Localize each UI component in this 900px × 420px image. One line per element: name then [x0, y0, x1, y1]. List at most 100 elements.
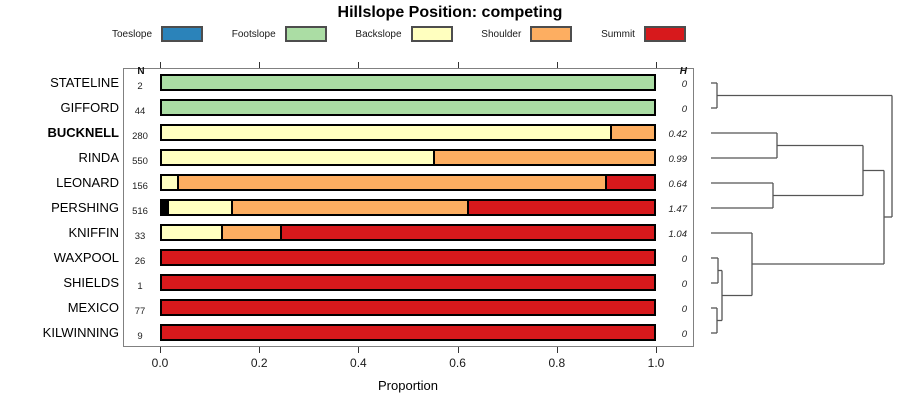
axis-tick-bottom — [457, 347, 459, 353]
legend-color-swatch — [530, 26, 573, 42]
stacked-bar — [160, 149, 656, 166]
axis-tick-bottom — [656, 347, 657, 353]
bar-segment-summit — [162, 276, 654, 289]
row-h-value: 0.99 — [668, 154, 688, 165]
row-label: MEXICO — [67, 300, 119, 315]
axis-tick-top — [358, 62, 360, 68]
legend-item-label: Shoulder — [481, 28, 522, 40]
stacked-bar — [160, 74, 656, 91]
row-label: SHIELDS — [63, 275, 119, 290]
stacked-bar — [160, 124, 656, 141]
row-n-value: 516 — [132, 206, 148, 217]
stacked-bar — [160, 299, 656, 316]
chart-title: Hillslope Position: competing — [337, 4, 563, 21]
row-n-value: 2 — [137, 81, 143, 92]
chart-legend: Toeslope Footslope Backslope Shoulder Summit — [112, 26, 686, 42]
row-h-value: 0 — [681, 254, 687, 265]
bar-segment-footslope — [162, 201, 167, 214]
axis-tick-bottom — [160, 347, 161, 353]
bar-segment-shoulder — [432, 151, 654, 164]
h-column-header: H — [679, 66, 687, 77]
stacked-bar — [160, 224, 656, 241]
row-h-value: 0 — [681, 104, 687, 115]
bar-segment-summit — [467, 201, 654, 214]
legend-item: Shoulder — [481, 26, 573, 42]
n-column-header: N — [137, 66, 145, 77]
axis-tick-bottom — [556, 347, 558, 353]
row-h-value: 0 — [681, 304, 687, 315]
legend-color-swatch — [410, 26, 453, 42]
bar-segment-summit — [280, 226, 654, 239]
row-label: BUCKNELL — [47, 125, 120, 140]
bar-segment-shoulder — [230, 201, 468, 214]
stacked-bar — [160, 324, 656, 341]
legend-item-label: Summit — [601, 28, 635, 40]
bar-segment-backslope — [162, 176, 177, 189]
bar-segment-summit — [604, 176, 654, 189]
bar-segment-summit — [162, 251, 654, 264]
legend-color-swatch — [643, 26, 686, 42]
row-label: PERSHING — [51, 200, 119, 215]
bar-segment-summit — [162, 301, 654, 314]
row-label: KILWINNING — [42, 325, 119, 340]
axis-tick-top — [556, 62, 558, 68]
row-label: WAXPOOL — [53, 250, 119, 265]
row-label: RINDA — [78, 150, 119, 165]
row-n-value: 9 — [137, 331, 143, 342]
row-h-value: 0 — [681, 279, 687, 290]
bar-segment-footslope — [162, 101, 654, 114]
legend-item-label: Footslope — [231, 28, 276, 40]
plot-area-border — [123, 68, 694, 347]
row-h-value: 0.64 — [668, 179, 688, 190]
legend-color-swatch — [284, 26, 327, 42]
row-label: GIFFORD — [60, 100, 120, 115]
axis-tick-label: 0.0 — [151, 356, 169, 370]
row-n-value: 26 — [134, 256, 146, 267]
row-label: LEONARD — [56, 175, 119, 190]
row-n-value: 44 — [134, 106, 146, 117]
row-h-value: 0.42 — [668, 129, 688, 140]
row-label: STATELINE — [50, 75, 119, 90]
bar-segment-backslope — [166, 201, 231, 214]
row-h-value: 1.04 — [668, 229, 688, 240]
axis-tick-top — [259, 62, 261, 68]
row-n-value: 280 — [132, 131, 148, 142]
row-n-value: 33 — [134, 231, 146, 242]
bar-segment-shoulder — [221, 226, 281, 239]
bar-segment-shoulder — [609, 126, 654, 139]
legend-item: Backslope — [355, 26, 453, 42]
stacked-bar — [160, 199, 656, 216]
legend-item-label: Backslope — [355, 28, 402, 40]
row-n-value: 156 — [132, 181, 148, 192]
row-h-value: 0 — [681, 79, 687, 90]
axis-tick-bottom — [259, 347, 261, 353]
bar-segment-backslope — [162, 126, 610, 139]
legend-item: Summit — [601, 26, 686, 42]
row-label: KNIFFIN — [68, 225, 119, 240]
axis-tick-label: 0.6 — [449, 356, 466, 370]
bar-segment-summit — [162, 326, 654, 339]
legend-item: Toeslope — [112, 26, 204, 42]
x-axis-title: Proportion — [378, 378, 438, 393]
axis-tick-label: 0.4 — [350, 356, 367, 370]
bar-segment-footslope — [162, 76, 654, 89]
axis-tick-label: 0.8 — [548, 356, 566, 370]
stacked-bar — [160, 249, 656, 266]
row-n-value: 550 — [132, 156, 148, 167]
legend-item-label: Toeslope — [112, 28, 153, 40]
axis-tick-top — [656, 62, 657, 68]
row-n-value: 1 — [137, 281, 143, 292]
axis-tick-label: 0.2 — [250, 356, 268, 370]
stacked-bar — [160, 174, 656, 191]
stacked-bar — [160, 99, 656, 116]
bar-segment-shoulder — [176, 176, 605, 189]
legend-color-swatch — [161, 26, 204, 42]
axis-tick-bottom — [358, 347, 360, 353]
bar-segment-backslope — [162, 151, 433, 164]
legend-item: Footslope — [232, 26, 327, 42]
row-h-value: 0 — [681, 329, 687, 340]
stacked-bar — [160, 274, 656, 291]
row-n-value: 77 — [134, 306, 146, 317]
bar-segment-backslope — [162, 226, 222, 239]
